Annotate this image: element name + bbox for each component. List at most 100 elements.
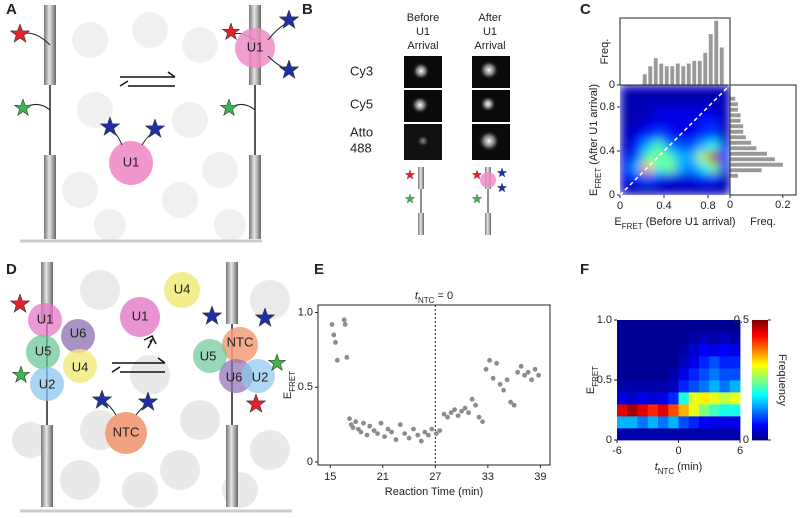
y-tick-label: 0.8 [600,101,615,113]
colorbar-segment [752,438,768,441]
heatmap-cell [699,320,710,333]
colorbar-segment [752,388,768,391]
y-tick-label: 0 [609,79,615,91]
heatmap-cell [653,85,665,97]
heatmap-cell [678,380,690,393]
heatmap-cell [686,140,698,152]
colorbar-segment [752,324,768,327]
colorbar-segment [752,384,768,387]
heatmap-cell [729,332,741,345]
heatmap-cell [678,344,690,357]
colorbar-segment [752,392,768,395]
label-part: (Before U1 arrival) [643,216,736,228]
panel-label: F [580,261,589,278]
row-label: Atto [350,124,373,139]
label-part: t [655,461,659,473]
y-axis-label: EFRET [282,371,297,399]
x-tick-label: 33 [482,471,494,483]
histogram-bar [648,66,653,85]
colorbar-segment [752,396,768,399]
colorbar-segment [752,370,768,373]
histogram-bar [730,96,736,101]
scatter-point [497,381,503,387]
heatmap-cell [627,416,638,429]
column-header: Arrival [474,40,505,52]
plot-frame [729,84,797,196]
heatmap-cell [637,320,649,333]
heatmap-cell [719,173,730,185]
heatmap-cell [617,320,628,333]
heatmap-cell [675,184,687,195]
colorbar-segment [752,432,768,435]
histogram-bar [681,66,686,85]
colorbar-segment [752,348,768,351]
heatmap-cell [708,173,720,185]
heatmap-cell [668,344,679,357]
heatmap-cell [653,151,665,163]
heatmap-cell [647,332,659,345]
y-axis-label: EFRET (After U1 arrival) [588,84,603,196]
column-header: Before [407,12,439,24]
y-tick-label: 0 [606,434,612,446]
histogram-bar [730,140,752,145]
heatmap-cell [709,332,720,345]
scatter-point [501,387,506,393]
scatter-point [487,357,492,363]
heatmap-cell [631,184,643,195]
heatmap-cell [642,151,654,163]
protein-label: U1 [37,311,54,326]
scatter-point [448,410,454,416]
heatmap-cell [642,107,654,119]
heatmap-cell [658,392,669,405]
heatmap-cell [627,428,638,441]
scatter-point [462,405,468,411]
heatmap-cell [653,184,665,195]
heatmap-cell [719,332,731,345]
scatter-point [459,408,464,414]
heatmap-cell [688,380,700,393]
heatmap-cell [675,140,687,152]
heatmap-cell [627,332,638,345]
heatmap-cell [617,344,628,357]
heatmap-cell [627,380,638,393]
x-tick-label: 15 [324,471,336,483]
label-part: NTC [658,467,675,476]
x-tick-label: 0 [675,445,681,457]
colorbar-segment [752,354,768,357]
scatter-point [529,377,535,383]
heatmap-cell [719,404,731,417]
label-part: (After U1 arrival) [588,84,600,168]
heatmap-cell [699,332,710,345]
histogram-bar [730,107,738,112]
colorbar-segment [752,404,768,407]
scatter-point [425,432,431,438]
colorbar-segment [752,382,768,385]
scatter-point [480,419,485,425]
colorbar-segment [752,398,768,401]
heatmap-cell [620,173,632,185]
chart-title: tNTC = 0 [415,290,453,305]
heatmap-cell [620,162,632,174]
scatter-point [331,332,337,338]
histogram-bar [664,66,669,85]
x-axis-label: EFRET (Before U1 arrival) [614,216,735,231]
heatmap-cell [709,356,720,369]
heatmap-cell [678,332,690,345]
y-tick-label: 0 [307,456,313,468]
scatter-point [329,322,335,327]
protein-label: NTC [227,334,254,349]
colorbar-segment [752,374,768,377]
heatmap-cell [697,129,709,141]
heatmap-cell [709,404,720,417]
colorbar-segment [752,366,768,369]
scatter-point [518,363,524,369]
heatmap-cell [617,380,628,393]
y-tick-label: 0 [609,189,615,201]
colorbar-segment [752,320,768,323]
heatmap-cell [642,184,654,195]
heatmap-cell [719,368,731,381]
heatmap-cell [729,392,741,405]
label-part: E [585,387,597,394]
heatmap-cell [678,356,690,369]
